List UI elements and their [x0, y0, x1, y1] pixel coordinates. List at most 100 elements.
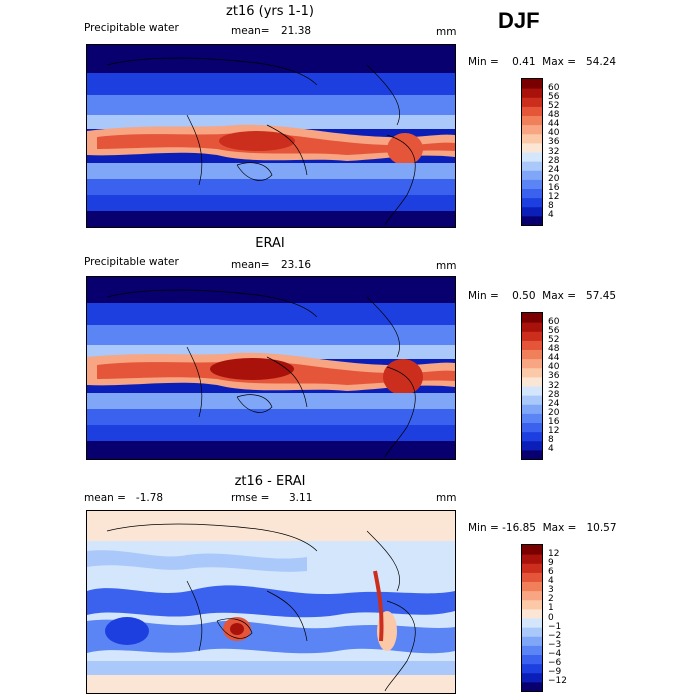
colorbar-tick-label: 28: [548, 155, 560, 166]
colorbar-tick-label: 24: [548, 398, 560, 409]
colorbar-swatch: [522, 386, 542, 396]
colorbar-tick-label: 32: [548, 146, 560, 157]
colorbar-tick-label: 12: [548, 548, 560, 559]
panel2-map: [86, 276, 456, 460]
colorbar-swatch: [522, 152, 542, 162]
colorbar-tick-label: 4: [548, 444, 554, 455]
colorbar-tick-label: 16: [548, 183, 560, 193]
colorbar-tick-label: 60: [548, 82, 560, 93]
colorbar-tick-label: 9: [548, 557, 554, 568]
colorbar-swatch: [522, 590, 542, 601]
colorbar-tick-label: −2: [548, 630, 562, 641]
colorbar-tick-label: −6: [548, 658, 562, 669]
colorbar-tick-label: 8: [548, 201, 554, 212]
colorbar-tick-label: 40: [548, 362, 560, 373]
colorbar-tick-label: 52: [548, 334, 560, 345]
colorbar-swatch: [522, 197, 542, 208]
colorbar-swatch: [522, 376, 542, 387]
colorbar-tick-label: 12: [548, 192, 560, 203]
colorbar-swatch: [522, 340, 542, 351]
colorbar-swatch: [522, 563, 542, 573]
colorbar-swatch: [522, 79, 542, 89]
colorbar-tick-label: −3: [548, 639, 562, 650]
colorbar-swatch: [522, 440, 542, 451]
colorbar-tick-label: −4: [548, 649, 562, 659]
season-label: DJF: [498, 8, 540, 33]
colorbar-tick-label: 24: [548, 164, 560, 175]
colorbar-swatch: [522, 349, 542, 360]
colorbar-tick-label: 56: [548, 325, 560, 336]
panel2-variable-label: Precipitable water: [84, 256, 179, 268]
colorbar-tick-label: 36: [548, 137, 560, 148]
panel1-min-max: Min = 0.41 Max = 54.24: [468, 56, 617, 68]
panel1-title: zt16 (yrs 1-1): [226, 4, 314, 19]
panel2-min-max: Min = 0.50 Max = 57.45: [468, 290, 617, 302]
colorbar-swatch: [522, 331, 542, 341]
colorbar-swatch: [522, 654, 542, 665]
panel2-units: mm: [436, 260, 457, 272]
colorbar-swatch: [522, 215, 542, 225]
colorbar-swatch: [522, 179, 542, 190]
colorbar-tick-label: 60: [548, 316, 560, 327]
colorbar-swatch: [522, 618, 542, 628]
colorbar-swatch: [522, 313, 542, 323]
colorbar-swatch: [522, 608, 542, 619]
colorbar-tick-label: 36: [548, 371, 560, 382]
panel3-rmse-value: 3.11: [289, 492, 313, 504]
panel3-colorbar: [521, 544, 543, 692]
colorbar-swatch: [522, 124, 542, 135]
colorbar-swatch: [522, 645, 542, 656]
colorbar-tick-label: 16: [548, 417, 560, 427]
colorbar-swatch: [522, 161, 542, 171]
colorbar-swatch: [522, 142, 542, 153]
colorbar-tick-label: 4: [548, 210, 554, 221]
colorbar-swatch: [522, 188, 542, 199]
colorbar-swatch: [522, 358, 542, 369]
colorbar-swatch: [522, 404, 542, 414]
colorbar-swatch: [522, 636, 542, 646]
colorbar-swatch: [522, 672, 542, 683]
colorbar-tick-label: 56: [548, 91, 560, 102]
colorbar-tick-label: −12: [548, 676, 567, 687]
colorbar-tick-label: 32: [548, 380, 560, 391]
colorbar-swatch: [522, 581, 542, 592]
colorbar-swatch: [522, 554, 542, 564]
colorbar-tick-label: 12: [548, 426, 560, 437]
colorbar-tick-label: 6: [548, 566, 554, 577]
panel3-map: [86, 510, 456, 694]
colorbar-tick-label: 52: [548, 100, 560, 111]
colorbar-tick-label: 8: [548, 435, 554, 446]
panel1-map: [86, 44, 456, 228]
panel2-mean-value: 23.16: [281, 259, 312, 271]
colorbar-swatch: [522, 422, 542, 433]
colorbar-tick-label: 28: [548, 389, 560, 400]
colorbar-swatch: [522, 97, 542, 107]
colorbar-tick-label: 44: [548, 353, 560, 364]
colorbar-swatch: [522, 663, 542, 674]
panel3-rmse-label: rmse =: [231, 492, 270, 504]
colorbar-tick-label: 20: [548, 173, 560, 184]
panel3-title: zt16 - ERAI: [234, 474, 306, 489]
colorbar-swatch: [522, 115, 542, 126]
colorbar-swatch: [522, 106, 542, 117]
colorbar-swatch: [522, 206, 542, 217]
colorbar-swatch: [522, 133, 542, 144]
panel3-units: mm: [436, 492, 457, 504]
colorbar-swatch: [522, 449, 542, 459]
colorbar-swatch: [522, 413, 542, 424]
colorbar-swatch: [522, 681, 542, 691]
colorbar-swatch: [522, 88, 542, 98]
colorbar-swatch: [522, 395, 542, 405]
colorbar-tick-label: −1: [548, 621, 562, 632]
colorbar-swatch: [522, 431, 542, 442]
panel1-mean-label: mean=: [231, 25, 270, 37]
colorbar-tick-label: 2: [548, 594, 554, 605]
colorbar-swatch: [522, 572, 542, 583]
panel2-colorbar: [521, 312, 543, 460]
colorbar-tick-label: 40: [548, 128, 560, 139]
colorbar-swatch: [522, 627, 542, 637]
panel2-title: ERAI: [255, 236, 285, 251]
panel1-variable-label: Precipitable water: [84, 22, 179, 34]
colorbar-tick-label: 0: [548, 612, 554, 623]
colorbar-swatch: [522, 170, 542, 180]
